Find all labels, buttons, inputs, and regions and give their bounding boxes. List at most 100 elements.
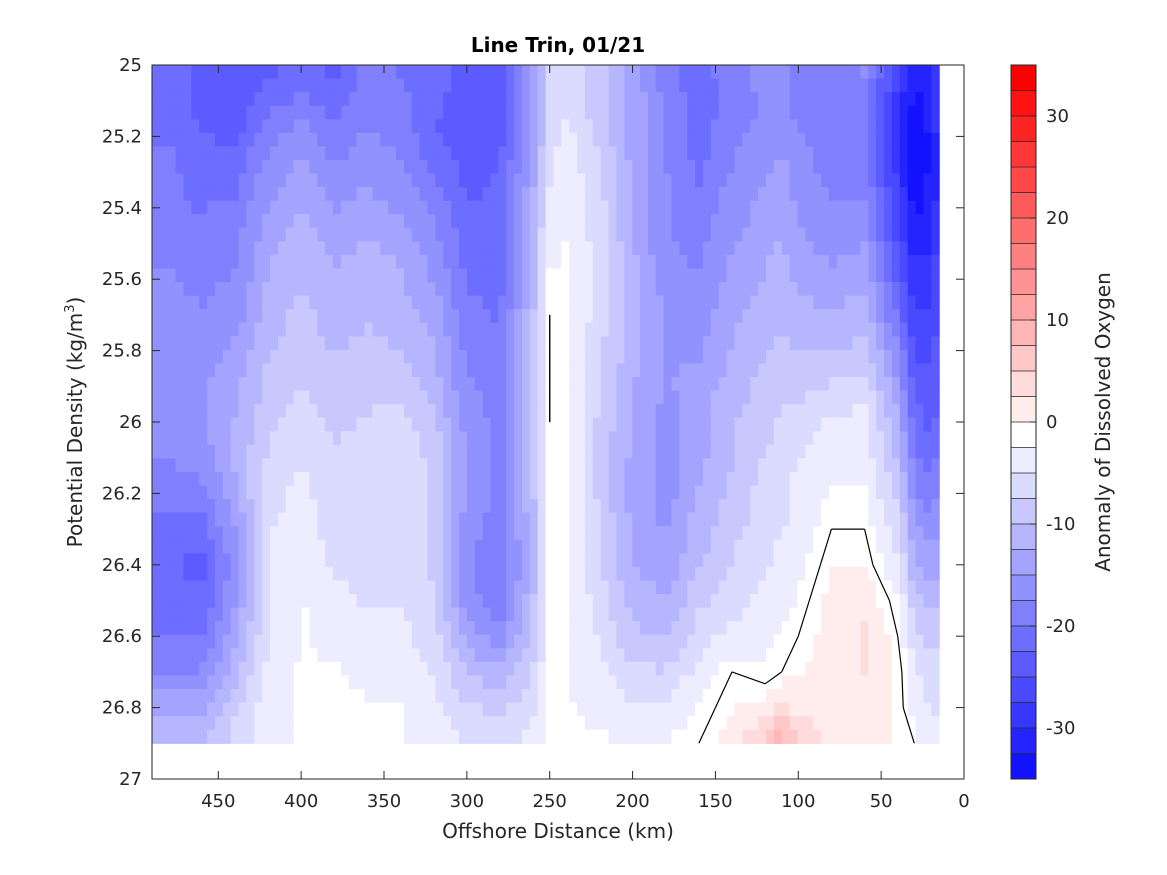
heatmap-cell: [821, 458, 830, 473]
heatmap-cell: [207, 282, 216, 297]
heatmap-cell: [577, 594, 586, 609]
heatmap-cell: [608, 594, 618, 609]
heatmap-cell: [254, 322, 263, 337]
heatmap-cell: [277, 580, 287, 595]
heatmap-cell: [419, 702, 429, 717]
heatmap-cell: [789, 241, 799, 256]
heatmap-cell: [380, 716, 389, 731]
heatmap-cell: [592, 390, 602, 405]
heatmap-cell: [537, 444, 547, 460]
heatmap-cell: [427, 716, 436, 731]
heatmap-cell: [388, 648, 397, 663]
heatmap-cell: [246, 417, 255, 432]
heatmap-cell: [482, 78, 492, 93]
heatmap-cell: [270, 404, 279, 419]
heatmap-cell: [695, 512, 704, 527]
heatmap-cell: [537, 404, 547, 419]
heatmap-cell: [931, 132, 940, 147]
heatmap-cell: [789, 119, 799, 134]
heatmap-cell: [451, 309, 460, 324]
heatmap-cell: [356, 65, 366, 80]
heatmap-cell: [152, 444, 161, 460]
heatmap-cell: [238, 553, 248, 568]
heatmap-cell: [396, 159, 405, 175]
heatmap-cell: [616, 146, 625, 161]
heatmap-cell: [372, 200, 381, 215]
heatmap-cell: [592, 594, 602, 609]
heatmap-cell: [876, 553, 885, 568]
heatmap-cell: [435, 390, 444, 405]
heatmap-cell: [813, 173, 822, 188]
heatmap-cell: [545, 173, 555, 188]
heatmap-cell: [270, 716, 279, 731]
heatmap-cell: [175, 309, 185, 324]
heatmap-cell: [207, 431, 216, 446]
heatmap-cell: [640, 119, 649, 134]
heatmap-cell: [191, 254, 200, 270]
heatmap-cell: [923, 526, 932, 541]
heatmap-cell: [844, 119, 854, 134]
heatmap-cell: [451, 512, 460, 527]
heatmap-cell: [301, 119, 311, 134]
heatmap-cell: [419, 607, 429, 622]
heatmap-cell: [458, 349, 468, 365]
heatmap-cell: [348, 377, 358, 392]
heatmap-cell: [553, 282, 562, 297]
heatmap-cell: [451, 471, 460, 487]
heatmap-cell: [214, 349, 224, 365]
heatmap-cell: [647, 295, 657, 310]
heatmap-cell: [734, 105, 743, 120]
heatmap-cell: [726, 336, 736, 351]
heatmap-cell: [403, 512, 413, 527]
heatmap-cell: [584, 119, 594, 134]
heatmap-cell: [451, 607, 460, 622]
heatmap-cell: [388, 471, 397, 487]
heatmap-cell: [750, 200, 759, 215]
heatmap-cell: [159, 661, 169, 677]
heatmap-cell: [317, 526, 326, 541]
heatmap-cell: [521, 512, 531, 527]
heatmap-cell: [773, 634, 783, 649]
heatmap-cell: [844, 499, 854, 514]
heatmap-cell: [214, 431, 224, 446]
heatmap-cell: [781, 539, 791, 554]
heatmap-cell: [931, 594, 940, 609]
heatmap-cell: [270, 580, 279, 595]
heatmap-cell: [222, 729, 232, 744]
heatmap-cell: [742, 377, 751, 392]
heatmap-cell: [624, 241, 633, 256]
heatmap-cell: [671, 729, 680, 744]
heatmap-cell: [214, 716, 224, 731]
heatmap-cell: [852, 295, 862, 310]
heatmap-cell: [411, 295, 421, 310]
heatmap-cell: [482, 621, 492, 636]
heatmap-cell: [805, 119, 814, 134]
heatmap-cell: [884, 309, 893, 324]
heatmap-cell: [230, 417, 240, 432]
heatmap-cell: [490, 214, 499, 229]
heatmap-cell: [569, 390, 578, 405]
heatmap-cell: [852, 417, 862, 432]
heatmap-cell: [262, 594, 271, 609]
heatmap-cell: [742, 214, 751, 229]
heatmap-cell: [458, 227, 468, 242]
heatmap-cell: [333, 580, 342, 595]
heatmap-cell: [703, 65, 712, 80]
heatmap-cell: [891, 675, 901, 690]
heatmap-cell: [640, 404, 649, 419]
heatmap-cell: [419, 729, 429, 744]
heatmap-cell: [671, 648, 680, 663]
heatmap-cell: [356, 105, 366, 120]
heatmap-cell: [403, 336, 413, 351]
heatmap-cell: [364, 241, 373, 256]
heatmap-cell: [907, 295, 917, 310]
heatmap-cell: [584, 65, 594, 80]
heatmap-cell: [285, 417, 295, 432]
heatmap-cell: [915, 363, 924, 378]
heatmap-cell: [931, 92, 940, 107]
heatmap-cell: [821, 634, 830, 649]
heatmap-cell: [521, 227, 531, 242]
heatmap-cell: [553, 105, 562, 120]
heatmap-cell: [333, 377, 342, 392]
heatmap-cell: [293, 377, 303, 392]
